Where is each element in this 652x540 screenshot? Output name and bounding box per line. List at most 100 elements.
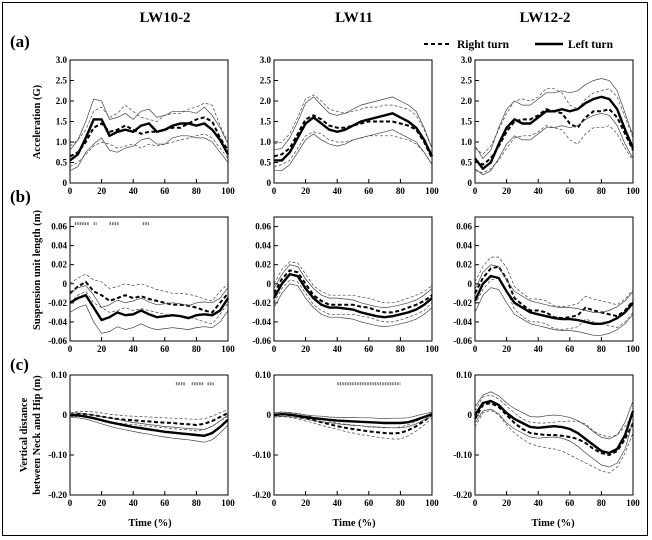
- y-tick-label: 0.06: [456, 222, 472, 232]
- y-tick-label: 1.0: [461, 137, 473, 147]
- series-line-right-turn: [273, 114, 433, 159]
- y-tick-label: -0.06: [453, 336, 472, 346]
- band-lower-right-turn: [474, 409, 634, 474]
- x-tick-label: 20: [502, 186, 512, 196]
- y-tick-label: -0.02: [48, 298, 67, 308]
- y-tick-label: 0: [267, 178, 272, 188]
- y-tick-label: 0.06: [255, 222, 271, 232]
- y-tick-label: 2.5: [56, 76, 68, 86]
- x-tick-label: 80: [597, 186, 607, 196]
- series-line-left-turn: [69, 413, 229, 438]
- y-tick-label: -0.06: [252, 336, 271, 346]
- band-upper-left-turn: [474, 78, 634, 159]
- plot-frame: [69, 374, 229, 496]
- band-lower-right-turn: [273, 416, 433, 440]
- y-tick-label: -0.02: [252, 298, 271, 308]
- y-tick-label: 1.5: [56, 117, 68, 127]
- y-tick-label: 1.5: [461, 117, 473, 127]
- x-tick-label: 100: [626, 498, 640, 508]
- y-tick-label: 0.02: [51, 260, 67, 270]
- band-lower-left-turn: [69, 304, 229, 334]
- plot-frame: [474, 374, 634, 496]
- y-tick-label: 3.0: [461, 55, 473, 65]
- y-tick-label: 0.02: [255, 260, 271, 270]
- x-tick-label: 60: [160, 498, 170, 508]
- figure-frame: [2, 2, 648, 536]
- x-tick-label: 20: [301, 498, 311, 508]
- x-tick-label: 80: [192, 498, 202, 508]
- ylabel-row-a: Acceleration (G): [32, 84, 43, 159]
- y-tick-label: 1.5: [260, 117, 272, 127]
- x-tick-label: 20: [97, 498, 107, 508]
- panel-lw10-2-b: 0 20 40 60 80 100 -0.06 -0.04 -0.02 0 0.02 0.04 0.06: [48, 216, 235, 354]
- x-tick-label: 0: [68, 186, 73, 196]
- series-line-left-turn: [473, 399, 635, 455]
- x-tick-label: 20: [301, 344, 311, 354]
- panel-lw11-a: 0 20 40 60 80 100 0 0.5 1.0 1.5 2.0 2.5 3.0: [260, 55, 440, 196]
- x-tick-label: 40: [534, 498, 544, 508]
- y-tick-label: 3.0: [56, 55, 68, 65]
- x-tick-label: 20: [502, 344, 512, 354]
- y-tick-label: 3.0: [260, 55, 272, 65]
- panel-lw12-2-c: 0 20 40 60 80 100 -0.20 -0.10 0 0.10: [453, 370, 640, 508]
- x-tick-label: 20: [97, 344, 107, 354]
- band-lower-left-turn: [69, 416, 229, 443]
- x-tick-label: 40: [129, 186, 139, 196]
- y-tick-label: 0.10: [456, 370, 472, 380]
- band-upper-right-turn: [273, 94, 433, 149]
- x-tick-label: 80: [396, 186, 406, 196]
- y-tick-label: -0.20: [252, 490, 271, 500]
- panel-lw12-2-b: 0 20 40 60 80 100 -0.06 -0.04 -0.02 0 0.02 0.04 0.06: [453, 216, 640, 354]
- x-tick-label: 60: [160, 186, 170, 196]
- y-tick-label: 0.06: [51, 222, 67, 232]
- y-tick-label: 0: [468, 410, 473, 420]
- x-tick-label: 80: [192, 186, 202, 196]
- legend: Right turn Left turn: [424, 39, 614, 51]
- y-tick-label: 0.5: [260, 158, 272, 168]
- series-line-left-turn: [272, 272, 433, 319]
- y-tick-label: -0.04: [453, 317, 472, 327]
- y-tick-label: 0: [468, 279, 473, 289]
- band-upper-right-turn: [474, 256, 634, 308]
- x-tick-label: 80: [597, 344, 607, 354]
- column-title-2: LW11: [335, 10, 373, 26]
- y-tick-label: 1.0: [56, 137, 68, 147]
- band-upper-right-turn: [474, 88, 634, 155]
- plot-frame: [273, 374, 433, 496]
- y-tick-label: 2.0: [260, 96, 272, 106]
- x-tick-label: 0: [473, 498, 478, 508]
- x-tick-label: 100: [221, 186, 235, 196]
- y-tick-label: 0.04: [255, 241, 271, 251]
- y-tick-label: -0.02: [453, 298, 472, 308]
- y-tick-label: 0.04: [51, 241, 67, 251]
- x-tick-label: 80: [192, 344, 202, 354]
- band-upper-right-turn: [474, 394, 634, 438]
- plot-frame: [273, 216, 433, 342]
- x-tick-label: 20: [301, 186, 311, 196]
- panel-lw10-2-c: 0 20 40 60 80 100 -0.20 -0.10 0 0.10: [48, 370, 235, 508]
- series-line-right-turn: [69, 116, 229, 158]
- band-upper-left-turn: [273, 411, 433, 419]
- y-tick-label: 0: [468, 178, 473, 188]
- series-line-left-turn: [69, 293, 230, 322]
- x-tick-label: 100: [425, 498, 439, 508]
- x-tick-label: 40: [333, 344, 343, 354]
- y-tick-label: -0.04: [48, 317, 67, 327]
- row-label-a: (a): [10, 32, 30, 51]
- y-tick-label: 0: [267, 279, 272, 289]
- series-line-right-turn: [474, 401, 634, 457]
- band-lower-right-turn: [273, 279, 433, 323]
- xlabel-col-2: Time (%): [332, 518, 376, 529]
- band-lower-right-turn: [69, 133, 229, 167]
- series-line-right-turn: [474, 108, 634, 166]
- plot-frame: [474, 59, 634, 184]
- band-upper-left-turn: [474, 391, 634, 440]
- series-line-left-turn: [274, 112, 434, 162]
- series-line-left-turn: [473, 274, 634, 325]
- x-tick-label: 100: [221, 344, 235, 354]
- band-upper-left-turn: [70, 412, 229, 430]
- y-tick-label: 2.0: [56, 96, 68, 106]
- series-line-right-turn: [69, 280, 229, 314]
- x-tick-label: 40: [129, 344, 139, 354]
- band-lower-left-turn: [474, 112, 634, 176]
